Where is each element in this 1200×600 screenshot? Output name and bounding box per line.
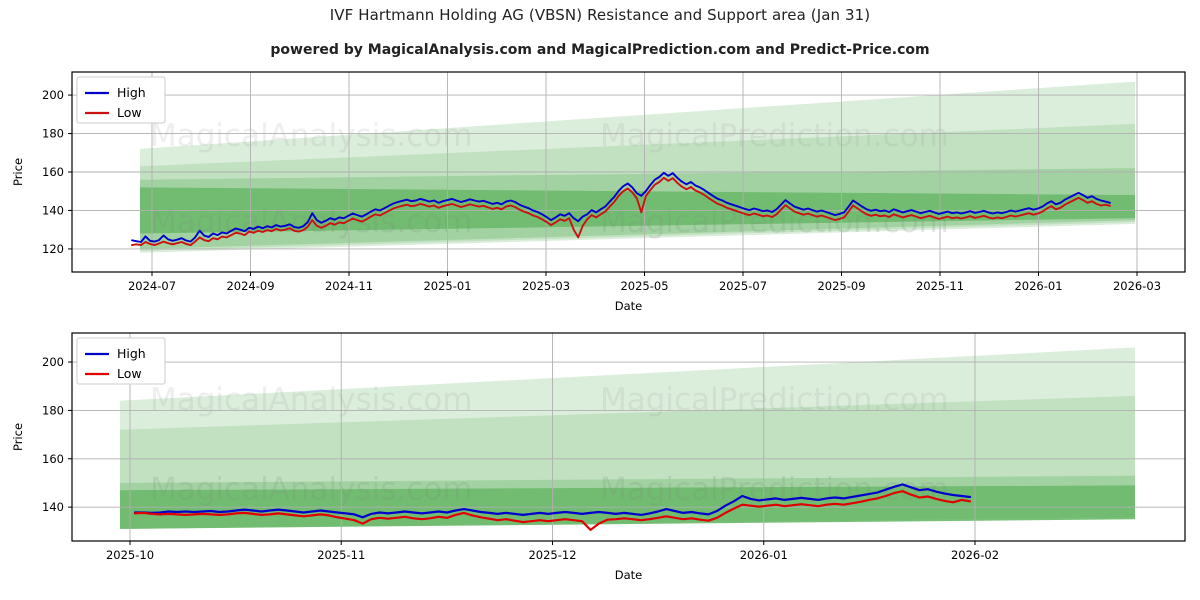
y-tick-label: 140 — [42, 203, 64, 217]
y-tick-label: 180 — [42, 127, 64, 141]
plot-border — [71, 332, 1186, 542]
series-line-high — [133, 483, 972, 519]
x-tick-label: 2025-09 — [817, 279, 865, 293]
y-axis-label: Price — [11, 423, 25, 451]
x-tick-label: 2025-11 — [916, 279, 964, 293]
x-tick-label: 2025-10 — [106, 548, 154, 562]
page-subtitle: powered by MagicalAnalysis.com and Magic… — [270, 42, 930, 58]
x-tick-label: 2024-11 — [325, 279, 373, 293]
watermark-text: MagicalAnalysis.com — [150, 382, 472, 418]
legend-label-low: Low — [117, 366, 142, 381]
watermark-text: MagicalPrediction.com — [600, 118, 949, 154]
y-tick-label: 160 — [42, 452, 64, 466]
x-tick-label: 2025-11 — [317, 548, 365, 562]
x-tick-label: 2024-09 — [226, 279, 274, 293]
y-tick-label: 200 — [42, 355, 64, 369]
x-tick-label: 2025-07 — [719, 279, 767, 293]
x-tick-label: 2026-02 — [951, 548, 999, 562]
x-tick-label: 2025-03 — [522, 279, 570, 293]
watermark-text: MagicalAnalysis.com — [150, 471, 472, 507]
legend-label-high: High — [117, 85, 146, 100]
plot-area: MagicalAnalysis.com MagicalPrediction.com… — [72, 72, 1185, 272]
watermark-text: MagicalPrediction.com — [600, 382, 949, 418]
plot-area: MagicalAnalysis.com MagicalPrediction.com… — [72, 333, 1185, 541]
y-tick-label: 200 — [42, 88, 64, 102]
legend: High Low — [76, 76, 166, 124]
x-tick-label: 2024-07 — [128, 279, 176, 293]
legend-box — [76, 337, 166, 385]
x-tick-label: 2026-01 — [740, 548, 788, 562]
y-tick-label: 160 — [42, 165, 64, 179]
x-tick-label: 2025-01 — [423, 279, 471, 293]
watermark-text: MagicalPrediction.com — [600, 471, 949, 507]
legend-box — [76, 76, 166, 124]
x-axis-label: Date — [615, 299, 643, 313]
y-axis-label: Price — [11, 158, 25, 186]
bottom-chart: MagicalAnalysis.com MagicalPrediction.com… — [11, 332, 1186, 582]
x-tick-label: 2026-01 — [1014, 279, 1062, 293]
legend-label-low: Low — [117, 105, 142, 120]
series-line-high — [131, 171, 1111, 243]
x-tick-label: 2025-12 — [528, 548, 576, 562]
y-tick-label: 140 — [42, 500, 64, 514]
watermark-text: MagicalAnalysis.com — [150, 118, 472, 154]
legend: High Low — [76, 337, 166, 385]
series-line-low — [131, 176, 1111, 247]
page-title: IVF Hartmann Holding AG (VBSN) Resistanc… — [329, 6, 871, 24]
top-chart: MagicalAnalysis.com MagicalPrediction.com… — [11, 71, 1186, 313]
y-tick-label: 180 — [42, 403, 64, 417]
legend-label-high: High — [117, 346, 146, 361]
x-tick-label: 2026-03 — [1113, 279, 1161, 293]
series-line-low — [133, 490, 972, 532]
y-tick-label: 120 — [42, 242, 64, 256]
x-tick-label: 2025-05 — [620, 279, 668, 293]
x-axis-label: Date — [615, 568, 643, 582]
